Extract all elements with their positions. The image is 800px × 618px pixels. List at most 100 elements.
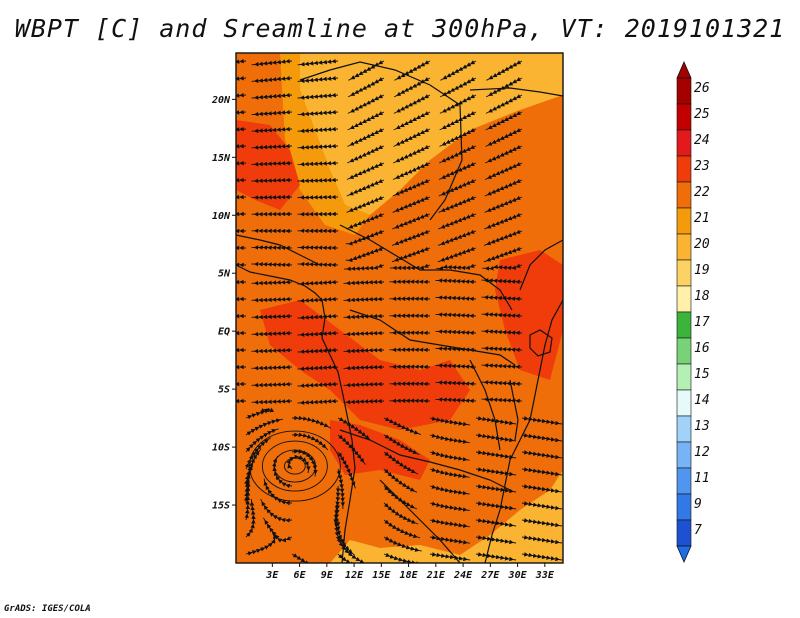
colorbar-label: 23 — [694, 159, 710, 174]
streamline — [297, 381, 339, 388]
streamline — [475, 416, 517, 426]
border-east-2 — [519, 239, 563, 291]
streamline — [481, 380, 523, 387]
colorbar-segment — [676, 207, 692, 235]
streamline — [429, 552, 471, 562]
streamline — [251, 381, 293, 388]
streamline — [297, 364, 339, 371]
streamline — [251, 261, 293, 268]
lon-tick-label: 6E — [294, 570, 307, 581]
streamline — [291, 432, 329, 451]
colorbar-segment — [676, 389, 692, 417]
colorbar-top-triangle — [676, 61, 692, 79]
streamline — [475, 552, 517, 562]
lon-tick-label: 18E — [400, 570, 419, 581]
streamline — [521, 416, 563, 426]
colorbar-label: 21 — [694, 211, 710, 226]
streamline — [297, 330, 339, 337]
lon-tick-label: 9E — [321, 570, 334, 581]
streamline — [481, 278, 523, 285]
colorbar-segment — [676, 155, 692, 183]
colorbar-label: 20 — [694, 237, 710, 252]
border-sahel — [299, 61, 463, 221]
streamline — [297, 177, 339, 184]
streamline — [297, 398, 339, 405]
streamline — [236, 126, 247, 134]
lon-tick-label: 21E — [426, 570, 446, 581]
colorbar-segment — [676, 493, 692, 521]
streamline — [393, 127, 431, 147]
streamline — [483, 229, 523, 246]
colorbar-segment — [676, 415, 692, 443]
streamline — [343, 279, 385, 286]
streamline — [343, 296, 385, 303]
streamline — [484, 161, 523, 180]
streamline — [393, 77, 431, 98]
longitude-axis: 3E 6E 9E 12E 15E 18E 21E 24E 27E 30E 33E — [265, 563, 555, 581]
streamline — [347, 144, 385, 164]
streamline — [343, 398, 385, 405]
streamline — [484, 195, 523, 213]
streamline — [475, 450, 517, 460]
colorbar-segment — [676, 311, 692, 339]
lon-tick-label: 15E — [372, 570, 391, 581]
streamline — [383, 536, 422, 552]
streamline — [485, 94, 523, 114]
streamline — [336, 468, 345, 510]
colorbar-segment — [676, 441, 692, 469]
streamline — [343, 330, 385, 337]
streamline — [429, 518, 470, 529]
streamline — [337, 553, 372, 563]
lon-tick-label: 27E — [480, 570, 500, 581]
coastline-west-africa — [236, 264, 356, 563]
colorbar-segment — [676, 129, 692, 157]
streamline — [297, 296, 339, 303]
streamline — [346, 195, 385, 213]
streamlines — [236, 58, 563, 563]
streamline — [245, 532, 278, 556]
streamline — [392, 212, 431, 230]
border-south-2 — [379, 479, 461, 563]
streamline — [439, 77, 477, 98]
streamline — [481, 295, 523, 302]
streamline — [391, 229, 431, 246]
streamline — [251, 58, 293, 67]
streamline — [251, 92, 293, 100]
border-central-1 — [339, 224, 513, 311]
streamline — [297, 58, 339, 67]
streamline — [485, 110, 523, 131]
streamline — [393, 94, 431, 114]
streamline — [343, 364, 385, 371]
streamline — [435, 363, 477, 370]
streamline — [485, 77, 523, 98]
lake-tanganyika — [509, 379, 519, 441]
streamline — [251, 313, 293, 320]
streamline — [439, 127, 477, 147]
latitude-axis: 20N 15N 10N 5N EQ 5S 10S 15S — [211, 95, 236, 512]
streamline — [439, 110, 477, 131]
streamline — [429, 467, 470, 479]
streamline — [521, 552, 563, 562]
colorbar-segment — [676, 337, 692, 365]
streamline — [347, 77, 385, 98]
colorbar-label: 16 — [694, 341, 710, 356]
streamline — [435, 295, 477, 302]
streamline — [521, 484, 563, 494]
streamline — [345, 246, 385, 263]
border-west-1 — [236, 234, 321, 266]
streamline — [297, 92, 339, 100]
software-credit: GrADS: IGES/COLA — [4, 604, 91, 614]
lat-tick-label: 5S — [218, 385, 230, 396]
streamline — [484, 212, 523, 230]
streamline — [435, 312, 477, 319]
streamline — [481, 363, 523, 370]
streamline — [236, 58, 247, 67]
streamline — [437, 229, 477, 246]
streamline — [251, 279, 293, 286]
lat-tick-label: EQ — [218, 327, 230, 338]
streamline — [475, 467, 517, 477]
streamline — [251, 364, 293, 371]
streamline — [251, 109, 293, 117]
streamline — [297, 126, 339, 134]
streamline — [383, 519, 421, 539]
